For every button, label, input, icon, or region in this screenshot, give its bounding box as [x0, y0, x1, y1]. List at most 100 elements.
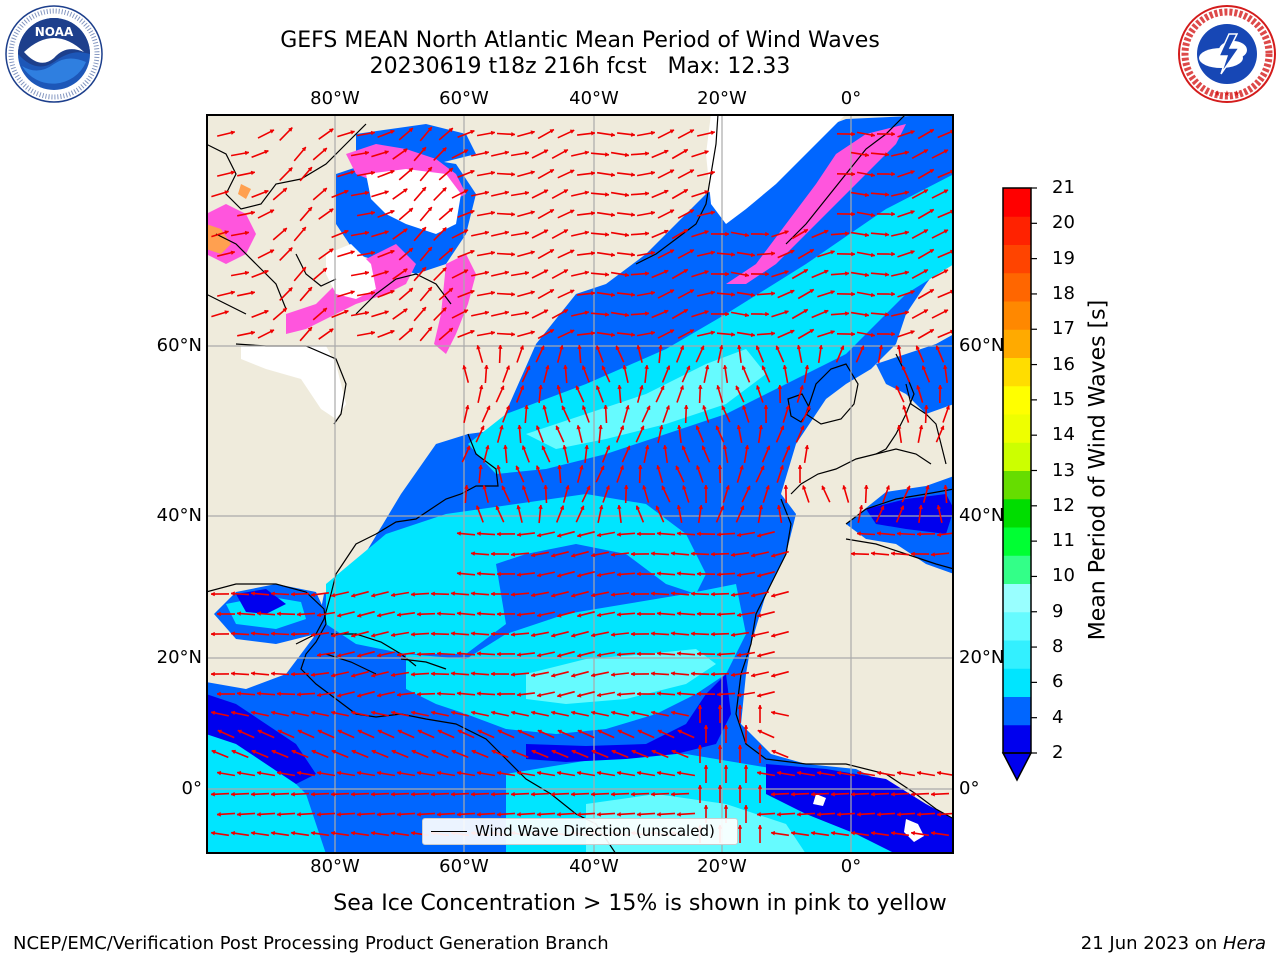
wave-direction-arrowhead — [596, 770, 602, 776]
wave-direction-arrowhead — [784, 310, 789, 315]
colorbar-tick-label: 12 — [1052, 494, 1075, 516]
wave-direction-arrowhead — [478, 464, 483, 469]
wave-direction-arrowhead — [504, 190, 510, 196]
wave-direction-arrowhead — [904, 150, 910, 156]
wave-direction-arrowhead — [456, 531, 461, 536]
wave-direction-arrowhead — [756, 613, 762, 618]
wave-direction-arrowhead — [605, 192, 610, 197]
wave-direction-arrowhead — [603, 404, 609, 409]
wave-direction-arrowhead — [264, 309, 269, 315]
wave-direction-arrowhead — [679, 345, 685, 350]
wave-direction-arrowhead — [610, 132, 616, 138]
wave-direction-arrowhead — [750, 632, 756, 638]
wave-direction-arrowhead — [676, 691, 681, 696]
wave-direction-arrowhead — [737, 744, 743, 749]
wave-direction-arrowhead — [630, 591, 635, 597]
wave-direction-arrowhead — [910, 791, 915, 797]
wave-direction-arrowhead — [496, 770, 502, 776]
wave-direction-arrowhead — [630, 671, 635, 677]
wave-direction-arrowhead — [584, 150, 590, 156]
wave-direction-arrowhead — [524, 150, 530, 156]
wave-direction-arrowhead — [736, 424, 742, 430]
wave-direction-arrowhead — [710, 250, 716, 256]
wave-direction-arrowhead — [725, 231, 730, 237]
wave-direction-arrowhead — [210, 631, 215, 637]
wave-direction-arrowhead — [696, 611, 701, 617]
wave-direction-arrowhead — [390, 710, 396, 716]
wave-direction-arrowhead — [918, 424, 924, 430]
wave-direction-arrowhead — [427, 246, 433, 252]
wave-direction-arrowhead — [476, 651, 481, 657]
wave-direction-arrowhead — [636, 611, 641, 617]
wave-direction-arrowhead — [596, 612, 602, 618]
wave-direction-arrowhead — [750, 252, 756, 258]
colorbar-tick-label: 19 — [1052, 247, 1075, 269]
wave-direction-arrowhead — [756, 573, 762, 578]
wave-direction-arrowhead — [943, 484, 948, 489]
wave-direction-arrowhead — [510, 552, 515, 557]
wave-direction-arrowhead — [416, 770, 422, 776]
wave-direction-arrowhead — [402, 148, 408, 153]
wave-direction-arrowhead — [250, 631, 255, 636]
wave-direction-arrowhead — [470, 591, 475, 596]
wave-direction-arrowhead — [850, 830, 856, 836]
wave-direction-arrowhead — [630, 252, 636, 257]
wave-direction-arrowhead — [584, 444, 589, 450]
wave-direction-arrowhead — [590, 592, 596, 598]
wave-direction-arrowhead — [610, 791, 615, 797]
wave-direction-arrowhead — [296, 611, 301, 617]
wave-direction-arrowhead — [396, 652, 402, 657]
wave-direction-arrowhead — [689, 329, 695, 334]
wave-direction-arrowhead — [757, 744, 763, 749]
wave-direction-arrowhead — [605, 152, 610, 157]
wave-direction-arrowhead — [230, 250, 236, 256]
colorbar-extend-triangle — [1001, 752, 1033, 782]
colorbar-label: Mean Period of Wind Waves [s] — [1085, 299, 1111, 641]
wave-direction-arrowhead — [929, 169, 935, 174]
wave-direction-arrowhead — [761, 365, 767, 371]
wave-direction-arrowhead — [921, 365, 927, 370]
wave-direction-arrowhead — [569, 329, 575, 334]
wave-direction-arrowhead — [224, 230, 230, 235]
wave-direction-arrowhead — [210, 710, 216, 716]
wave-direction-arrowhead — [896, 424, 902, 430]
wave-direction-arrowhead — [511, 331, 516, 337]
wave-direction-arrowhead — [624, 312, 630, 318]
wave-direction-arrowhead — [408, 287, 414, 293]
wave-direction-arrowhead — [416, 811, 421, 817]
wave-direction-arrowhead — [676, 504, 682, 510]
wave-direction-arrowhead — [856, 531, 861, 537]
wave-direction-arrowhead — [704, 270, 709, 275]
wave-direction-arrowhead — [771, 291, 776, 296]
dark-patch-med — [866, 494, 954, 534]
wave-direction-arrowhead — [716, 692, 721, 697]
wave-direction-arrowhead — [710, 551, 715, 557]
wave-direction-arrowhead — [515, 465, 520, 471]
wave-direction-arrowhead — [356, 693, 362, 698]
wave-direction-arrowhead — [390, 289, 395, 295]
wave-direction-arrowhead — [476, 531, 481, 537]
wave-direction-arrowhead — [936, 504, 942, 510]
wave-direction-arrowhead — [616, 770, 622, 776]
wave-direction-arrowhead — [496, 464, 502, 470]
wave-direction-arrowhead — [636, 770, 642, 776]
wave-direction-arrowhead — [521, 445, 527, 450]
wind-wave-direction-arrows — [210, 126, 954, 843]
wave-direction-arrowhead — [500, 385, 505, 391]
wave-direction-arrowhead — [918, 504, 923, 510]
wave-direction-arrowhead — [770, 710, 776, 716]
wave-direction-arrowhead — [885, 192, 890, 197]
wave-direction-arrowhead — [357, 729, 363, 734]
colorbar-tick-label: 13 — [1052, 459, 1075, 481]
wave-direction-arrowhead — [276, 611, 281, 617]
wave-direction-arrowhead — [288, 127, 293, 132]
wave-direction-arrowhead — [571, 749, 577, 755]
wave-direction-arrowhead — [402, 308, 408, 313]
wave-direction-arrowhead — [530, 130, 536, 135]
wave-direction-arrowhead — [744, 232, 750, 238]
wave-direction-arrowhead — [885, 232, 890, 237]
wave-direction-arrowhead — [476, 344, 481, 350]
wave-direction-arrowhead — [336, 652, 342, 658]
wave-direction-arrowhead — [935, 345, 941, 351]
wave-direction-arrowhead — [464, 404, 470, 410]
